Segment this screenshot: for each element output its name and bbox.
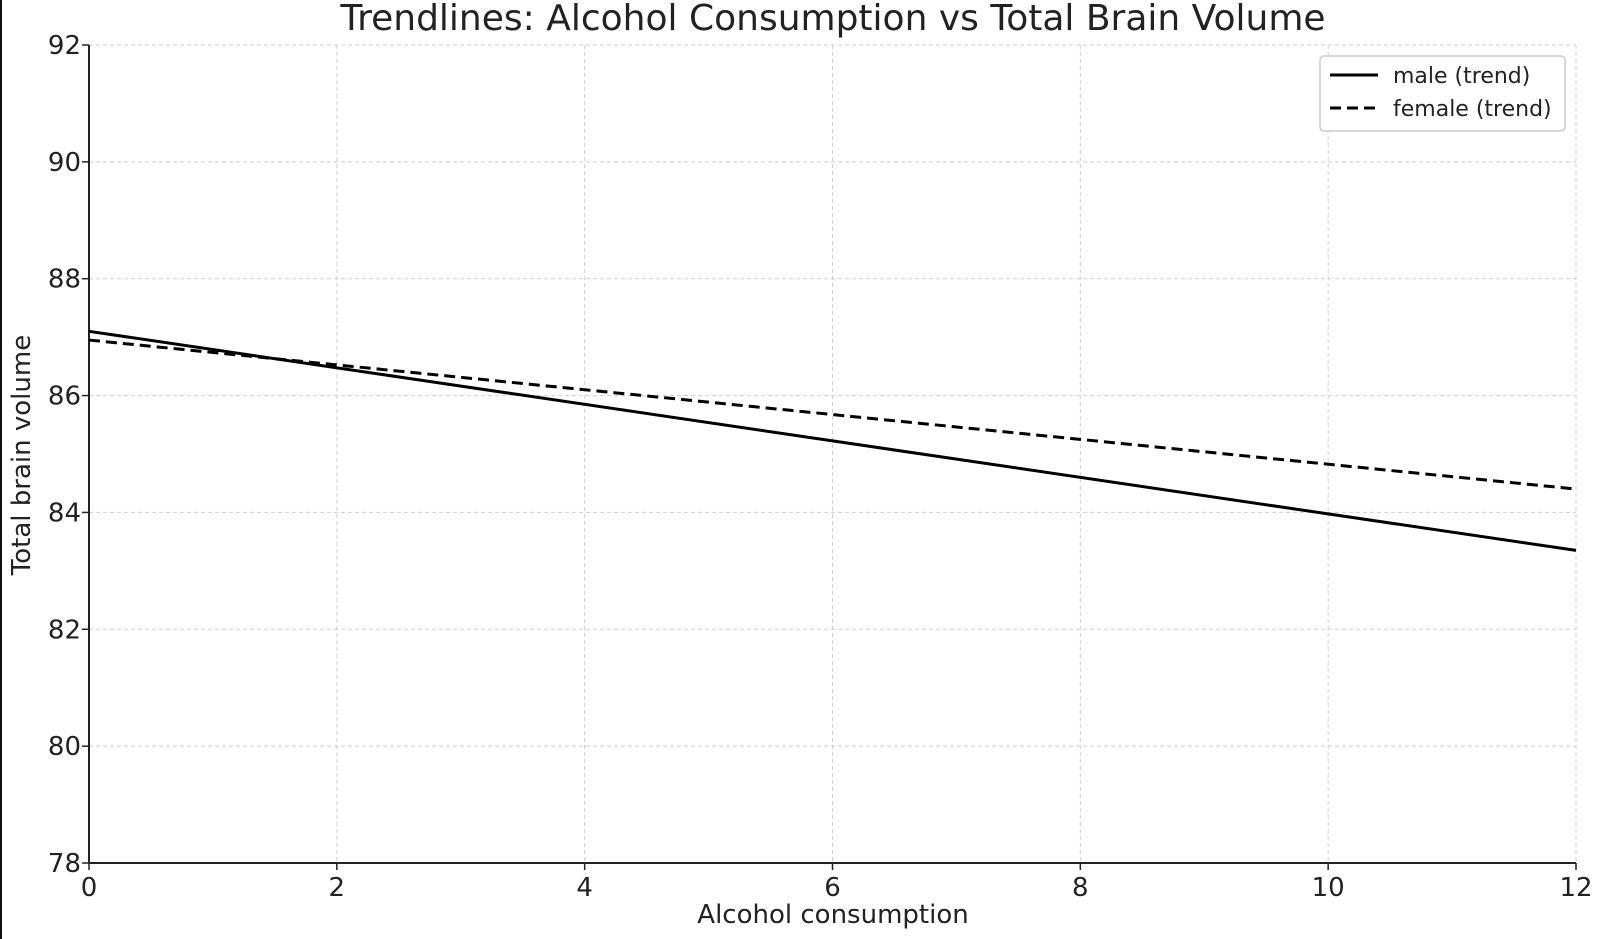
x-tick-label: 8 — [1072, 873, 1089, 903]
x-tick-label: 12 — [1559, 873, 1592, 903]
grid-lines — [89, 44, 1577, 863]
x-tick-label: 10 — [1312, 873, 1345, 903]
x-tick-labels: 0 2 4 6 8 10 12 — [81, 873, 1593, 903]
y-tick-label: 88 — [48, 265, 81, 295]
chart-title: Trendlines: Alcohol Consumption vs Total… — [339, 0, 1325, 39]
series-lines — [88, 329, 1577, 552]
axes — [82, 44, 1577, 870]
y-tick-label: 86 — [48, 382, 81, 412]
y-tick-label: 90 — [48, 148, 81, 178]
legend-box — [1319, 55, 1566, 132]
y-tick-label: 78 — [48, 849, 81, 879]
x-tick-label: 0 — [81, 873, 98, 903]
window-left-border — [0, 0, 2, 939]
series-line-female-trend — [88, 338, 1577, 491]
y-tick-label: 84 — [48, 498, 81, 528]
series-line-male-trend — [88, 329, 1577, 552]
y-tick-label: 92 — [48, 31, 81, 61]
x-axis-label: Alcohol consumption — [697, 900, 968, 930]
y-tick-labels: 78 80 82 84 86 88 90 92 — [48, 31, 81, 879]
legend-label: male (trend) — [1393, 64, 1530, 89]
legend: male (trend) female (trend) — [1319, 55, 1566, 132]
x-tick-label: 2 — [329, 873, 346, 903]
x-tick-label: 4 — [576, 873, 593, 903]
legend-label: female (trend) — [1393, 97, 1552, 122]
y-axis-label: Total brain volume — [7, 335, 37, 576]
x-tick-label: 6 — [824, 873, 841, 903]
y-tick-label: 80 — [48, 732, 81, 762]
y-tick-label: 82 — [48, 615, 81, 645]
